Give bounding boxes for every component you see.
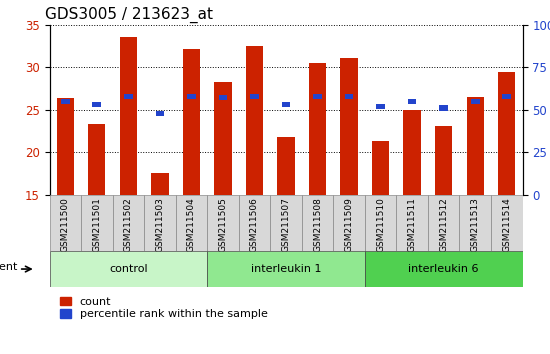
Bar [372,141,389,195]
Text: GSM211502: GSM211502 [124,198,133,252]
Bar [88,124,106,195]
Bar [365,251,522,287]
Legend: count, percentile rank within the sample: count, percentile rank within the sample [55,292,272,324]
Bar [345,93,354,99]
Bar [365,195,397,251]
Bar [113,195,144,251]
Bar [81,195,113,251]
Text: GSM211510: GSM211510 [376,198,385,252]
Bar [498,72,515,195]
Text: GDS3005 / 213623_at: GDS3005 / 213623_at [45,7,213,23]
Bar [187,93,196,99]
Text: GSM211511: GSM211511 [408,198,417,252]
Bar [61,99,70,104]
Text: GSM211503: GSM211503 [155,198,164,252]
Bar [92,102,101,107]
Bar [214,82,232,195]
Bar [340,58,358,195]
Bar [277,137,295,195]
Bar [151,173,168,195]
Bar [466,97,484,195]
Bar [124,93,133,99]
Bar [156,110,164,116]
Text: GSM211509: GSM211509 [344,198,354,252]
Bar [50,251,207,287]
Bar [471,99,480,104]
Bar [302,195,333,251]
Bar [207,195,239,251]
Bar [120,37,137,195]
Bar [404,110,421,195]
Bar [57,98,74,195]
Bar [397,195,428,251]
Bar [459,195,491,251]
Text: agent: agent [0,262,18,272]
Bar [309,63,326,195]
Bar [207,251,365,287]
Text: GSM211507: GSM211507 [282,198,290,252]
Bar [50,195,81,251]
Text: GSM211506: GSM211506 [250,198,259,252]
Bar [491,195,522,251]
Text: GSM211512: GSM211512 [439,198,448,252]
Bar [408,99,416,104]
Text: GSM211505: GSM211505 [218,198,228,252]
Text: GSM211514: GSM211514 [502,198,512,252]
Text: GSM211500: GSM211500 [60,198,70,252]
Bar [175,195,207,251]
Bar [246,46,263,195]
Bar [435,126,452,195]
Bar [282,102,290,107]
Bar [333,195,365,251]
Text: GSM211513: GSM211513 [471,198,480,252]
Bar [502,93,511,99]
Text: GSM211501: GSM211501 [92,198,101,252]
Bar [376,104,385,109]
Bar [239,195,270,251]
Text: interleukin 1: interleukin 1 [251,264,321,274]
Bar [313,93,322,99]
Bar [439,105,448,110]
Text: GSM211504: GSM211504 [187,198,196,252]
Bar [428,195,459,251]
Text: interleukin 6: interleukin 6 [409,264,479,274]
Text: GSM211508: GSM211508 [313,198,322,252]
Bar [250,93,259,99]
Bar [183,50,200,195]
Text: control: control [109,264,147,274]
Bar [270,195,302,251]
Bar [144,195,175,251]
Bar [218,95,227,101]
